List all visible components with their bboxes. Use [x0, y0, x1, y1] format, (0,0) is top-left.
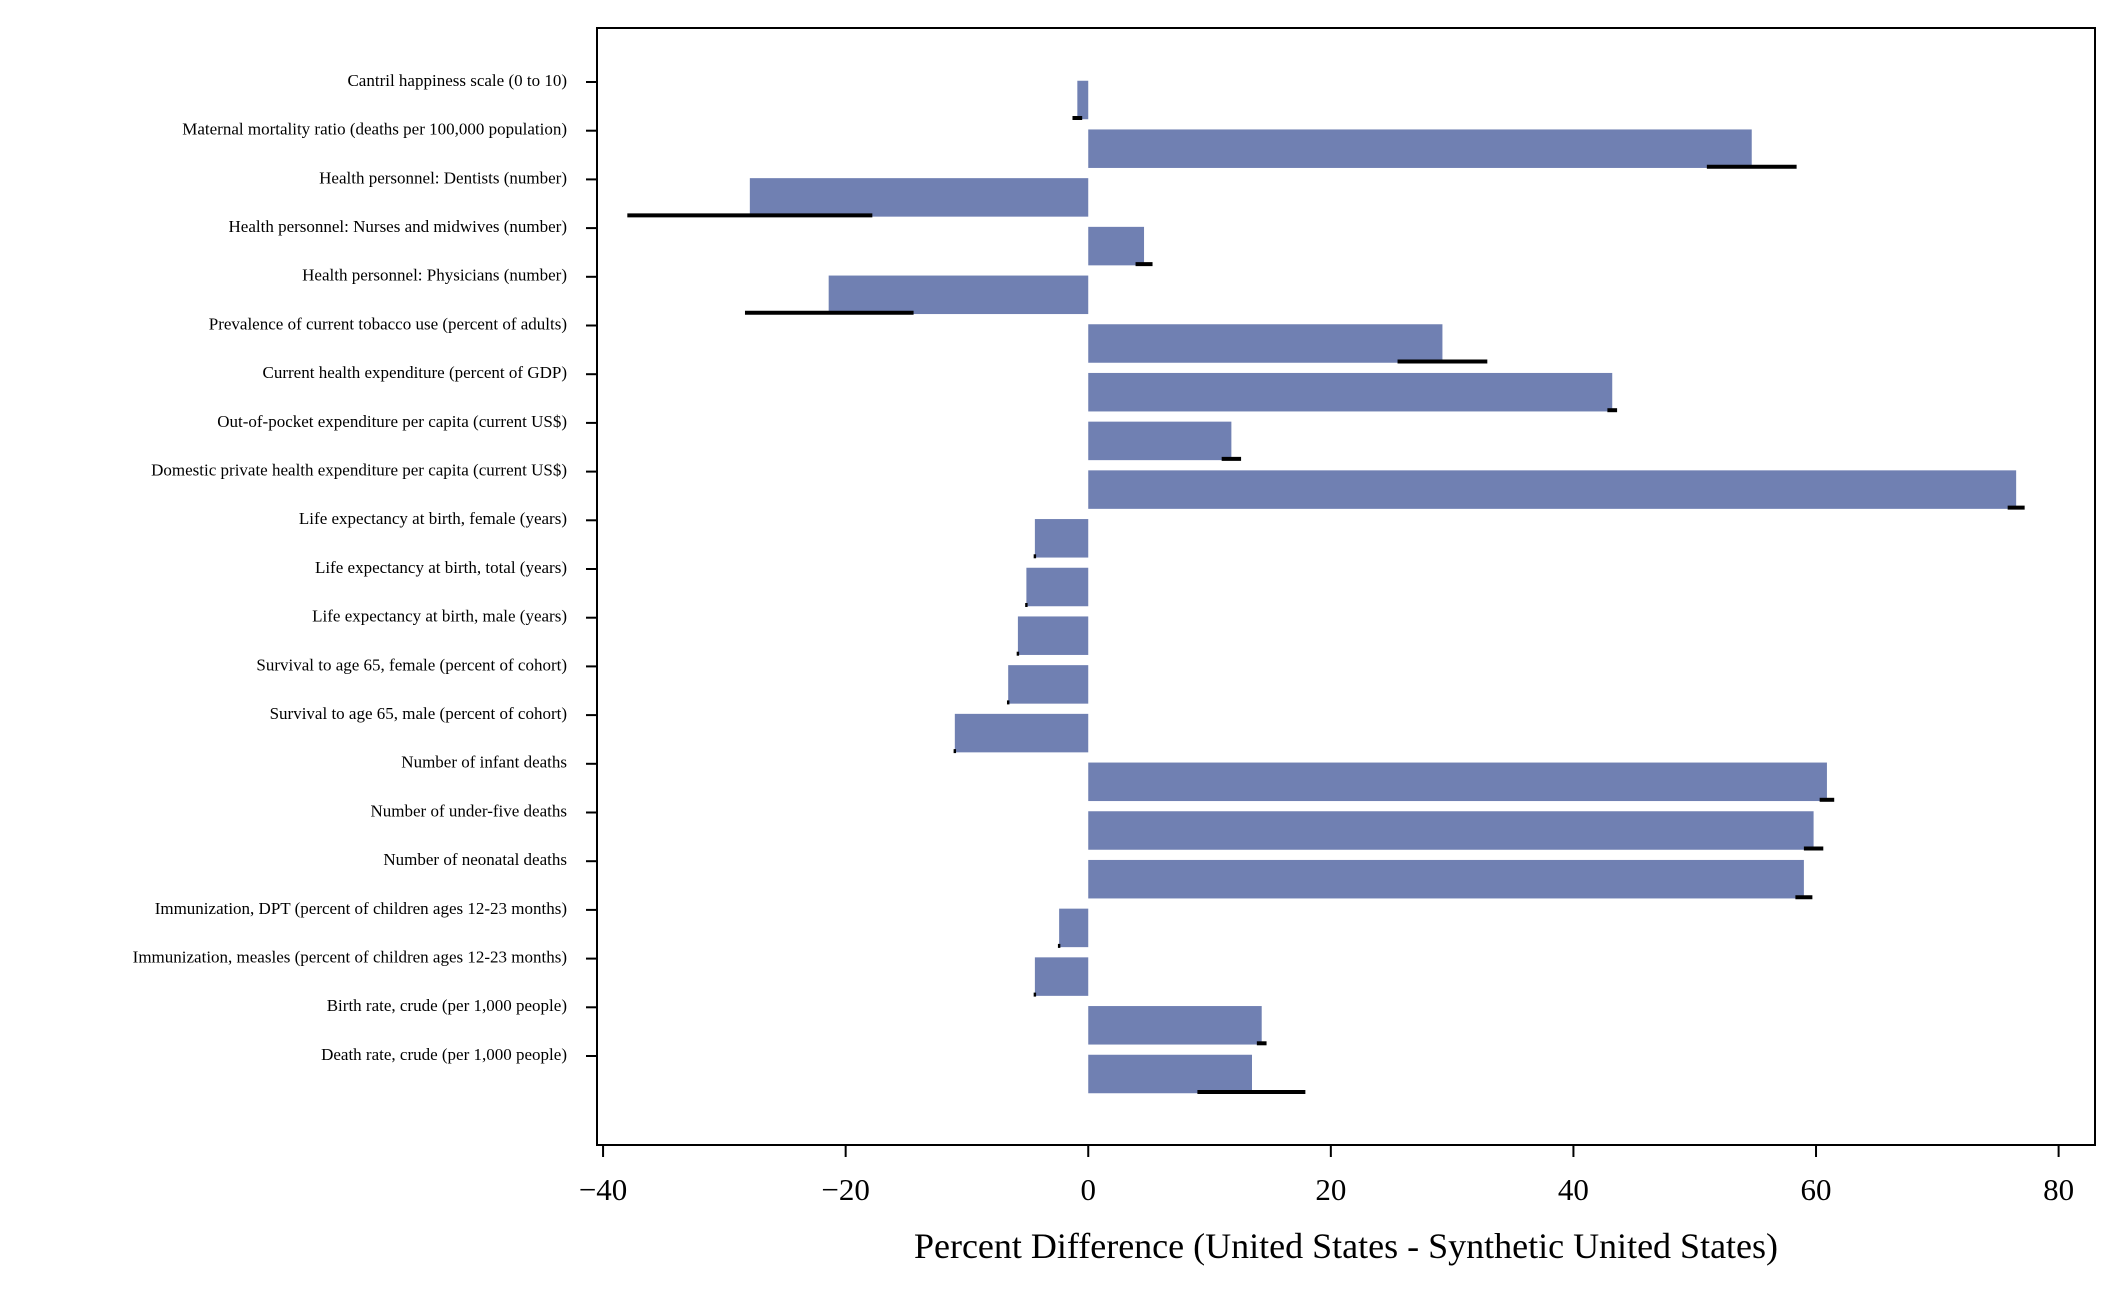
y-tick-label: Birth rate, crude (per 1,000 people) [327, 996, 567, 1015]
bar [1088, 421, 1232, 461]
bar [1077, 80, 1089, 120]
y-tick-label: Immunization, measles (percent of childr… [133, 948, 567, 967]
x-tick-label: 60 [1801, 1172, 1832, 1207]
y-tick-label: Cantril happiness scale (0 to 10) [347, 71, 567, 90]
x-tick-label: 80 [2043, 1172, 2074, 1207]
bar [1059, 908, 1089, 948]
bar [1034, 957, 1089, 996]
bar [1088, 226, 1145, 266]
y-tick-label: Domestic private health expenditure per … [151, 461, 567, 480]
y-tick-label: Current health expenditure (percent of G… [263, 363, 567, 382]
bar [828, 275, 1089, 315]
bar [749, 178, 1089, 217]
x-tick-label: −40 [579, 1172, 627, 1207]
y-tick-label: Prevalence of current tobacco use (perce… [209, 314, 567, 333]
y-tick-label: Life expectancy at birth, female (years) [299, 509, 567, 528]
bar [1088, 859, 1804, 899]
plot-frame [596, 27, 2096, 1146]
y-tick-label: Number of infant deaths [401, 753, 567, 772]
bar [1008, 665, 1089, 704]
y-tick-label: Survival to age 65, female (percent of c… [256, 655, 567, 674]
y-tick-label: Number of under-five deaths [370, 801, 567, 820]
bar [1088, 1006, 1262, 1045]
y-tick-label: Immunization, DPT (percent of children a… [155, 899, 567, 918]
bars-group [749, 80, 2017, 1094]
bar [1034, 519, 1089, 558]
y-tick-label: Maternal mortality ratio (deaths per 100… [182, 120, 567, 139]
y-axis: Cantril happiness scale (0 to 10) Materna… [133, 71, 597, 1064]
x-tick-label: 20 [1315, 1172, 1346, 1207]
bar [1088, 811, 1814, 850]
x-axis-title: Percent Difference (United States - Synt… [914, 1226, 1778, 1266]
bar [1017, 616, 1089, 655]
error-bars-group [627, 116, 2025, 1094]
bar [1026, 567, 1089, 607]
x-axis: −40 −20 0 20 40 60 80 [579, 1145, 2074, 1207]
bar [954, 713, 1089, 753]
y-tick-label: Health personnel: Nurses and midwives (n… [229, 217, 568, 236]
y-tick-label: Out-of-pocket expenditure per capita (cu… [217, 412, 567, 431]
x-tick-label: 0 [1080, 1172, 1096, 1207]
y-tick-label: Life expectancy at birth, male (years) [312, 607, 567, 626]
y-tick-label: Life expectancy at birth, total (years) [315, 558, 567, 577]
y-tick-label: Number of neonatal deaths [383, 850, 567, 869]
x-tick-label: 40 [1558, 1172, 1589, 1207]
bar [1088, 324, 1443, 363]
y-tick-label: Death rate, crude (per 1,000 people) [321, 1045, 567, 1064]
bar [1088, 372, 1613, 412]
y-tick-label: Survival to age 65, male (percent of coh… [270, 704, 567, 723]
bar [1088, 762, 1827, 802]
y-tick-label: Health personnel: Dentists (number) [319, 168, 567, 187]
x-tick-label: −20 [821, 1172, 869, 1207]
bar [1088, 129, 1752, 168]
y-tick-label: Health personnel: Physicians (number) [302, 266, 567, 285]
bar [1088, 1054, 1252, 1094]
bar [1088, 470, 2017, 509]
